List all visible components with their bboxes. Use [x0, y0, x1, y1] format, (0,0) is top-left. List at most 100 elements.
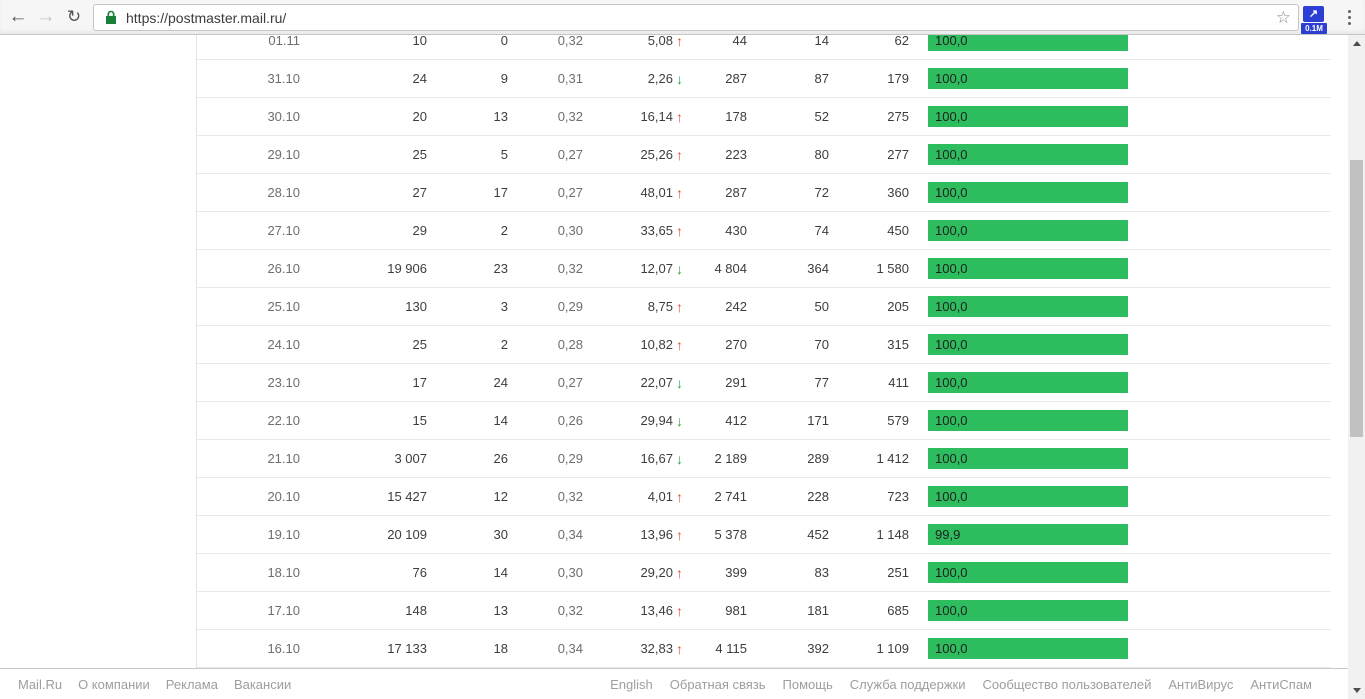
percent-bar: 100,0: [928, 562, 1128, 583]
table-row: 26.10 19 906 23 0,32 12,07 ↓ 4 804 364 1…: [197, 250, 1331, 288]
footer-link[interactable]: Реклама: [165, 676, 218, 692]
trend-arrow-icon: ↓: [676, 412, 683, 429]
vertical-scrollbar[interactable]: [1348, 35, 1365, 699]
value-cell: 14: [493, 565, 508, 580]
value-cell: 315: [887, 337, 909, 352]
value-cell: 2: [500, 223, 508, 238]
percent-label: 100,0: [935, 299, 968, 314]
value-cell: 4 804: [714, 261, 747, 276]
back-icon: ←: [8, 6, 28, 27]
footer-link[interactable]: Вакансии: [233, 676, 292, 692]
percent-bar: 100,0: [928, 144, 1128, 165]
delta-cell: 12,07 ↓: [583, 261, 683, 276]
percent-bar-cell: 100,0: [909, 106, 1147, 127]
delta-cell: 16,14 ↑: [583, 109, 683, 124]
footer-link[interactable]: АнтиВирус: [1168, 676, 1234, 692]
table-row: 18.10 76 14 0,30 29,20 ↑ 399 83 251 100,…: [197, 554, 1331, 592]
value-cell: 287: [725, 185, 747, 200]
menu-dot: [1347, 9, 1351, 13]
ratio-cell: 0,31: [557, 71, 583, 86]
delta-value: 29,94: [640, 413, 673, 428]
browser-toolbar: ← → ↻ https://postmaster.mail.ru/ ☆ ↗ 0.…: [0, 0, 1365, 35]
table-row: 23.10 17 24 0,27 22,07 ↓ 291 77 411 100,…: [197, 364, 1331, 402]
value-cell: 251: [887, 565, 909, 580]
ratio-cell: 0,27: [557, 375, 583, 390]
delta-value: 4,01: [647, 489, 673, 504]
date-cell: 21.10: [267, 451, 300, 466]
scroll-down-button[interactable]: [1348, 682, 1365, 699]
ratio-cell: 0,34: [557, 641, 583, 656]
ratio-cell: 0,26: [557, 413, 583, 428]
value-cell: 44: [732, 35, 747, 48]
value-cell: 148: [405, 603, 427, 618]
value-cell: 13: [493, 603, 508, 618]
browser-menu-button[interactable]: [1337, 0, 1361, 34]
value-cell: 52: [814, 109, 829, 124]
delta-value: 13,96: [640, 527, 673, 542]
extension-icon[interactable]: ↗: [1303, 6, 1324, 22]
value-cell: 275: [887, 109, 909, 124]
forward-button[interactable]: →: [32, 0, 60, 34]
ratio-cell: 0,29: [557, 299, 583, 314]
footer-link[interactable]: О компании: [78, 676, 150, 692]
value-cell: 223: [725, 147, 747, 162]
footer-link[interactable]: Служба поддержки: [849, 676, 966, 692]
value-cell: 70: [814, 337, 829, 352]
value-cell: 83: [814, 565, 829, 580]
ratio-cell: 0,29: [557, 451, 583, 466]
table-row: 27.10 29 2 0,30 33,65 ↑ 430 74 450 100,0: [197, 212, 1331, 250]
footer-link[interactable]: АнтиСпам: [1250, 676, 1312, 692]
value-cell: 178: [725, 109, 747, 124]
table-left-border: [196, 35, 197, 668]
value-cell: 17: [493, 185, 508, 200]
trend-arrow-icon: ↓: [676, 260, 683, 277]
percent-bar-cell: 100,0: [909, 68, 1147, 89]
value-cell: 412: [725, 413, 747, 428]
value-cell: 0: [500, 35, 508, 48]
percent-bar: 100,0: [928, 638, 1128, 659]
percent-bar: 100,0: [928, 106, 1128, 127]
url-bar[interactable]: https://postmaster.mail.ru/ ☆: [93, 4, 1299, 31]
value-cell: 430: [725, 223, 747, 238]
delta-value: 13,46: [640, 603, 673, 618]
footer-link[interactable]: Mail.Ru: [18, 676, 63, 692]
value-cell: 20: [412, 109, 427, 124]
value-cell: 18: [493, 641, 508, 656]
percent-label: 100,0: [935, 35, 968, 48]
value-cell: 15: [412, 413, 427, 428]
delta-value: 2,26: [647, 71, 673, 86]
percent-bar-cell: 100,0: [909, 372, 1147, 393]
percent-bar: 100,0: [928, 296, 1128, 317]
ratio-cell: 0,32: [557, 109, 583, 124]
ratio-cell: 0,28: [557, 337, 583, 352]
footer-link[interactable]: English: [610, 676, 653, 692]
trend-arrow-icon: ↑: [676, 640, 683, 657]
percent-bar: 100,0: [928, 334, 1128, 355]
trend-arrow-icon: ↓: [676, 374, 683, 391]
footer-link[interactable]: Сообщество пользователей: [982, 676, 1152, 692]
percent-bar-cell: 100,0: [909, 600, 1147, 621]
scroll-down-icon: [1352, 688, 1361, 693]
delta-cell: 16,67 ↓: [583, 451, 683, 466]
percent-bar: 100,0: [928, 372, 1128, 393]
value-cell: 12: [493, 489, 508, 504]
value-cell: 2 741: [714, 489, 747, 504]
percent-bar-cell: 100,0: [909, 144, 1147, 165]
delta-value: 22,07: [640, 375, 673, 390]
scroll-up-button[interactable]: [1348, 35, 1365, 52]
percent-label: 100,0: [935, 565, 968, 580]
trend-arrow-icon: ↓: [676, 450, 683, 467]
percent-label: 100,0: [935, 109, 968, 124]
back-button[interactable]: ←: [4, 0, 32, 34]
value-cell: 13: [493, 109, 508, 124]
footer-link[interactable]: Обратная связь: [669, 676, 766, 692]
delta-value: 33,65: [640, 223, 673, 238]
ratio-cell: 0,32: [557, 261, 583, 276]
bookmark-star-icon[interactable]: ☆: [1275, 8, 1291, 27]
date-cell: 30.10: [267, 109, 300, 124]
footer-link[interactable]: Помощь: [782, 676, 833, 692]
percent-bar-cell: 100,0: [909, 35, 1147, 51]
reload-button[interactable]: ↻: [60, 0, 88, 34]
value-cell: 1 412: [876, 451, 909, 466]
scrollbar-thumb[interactable]: [1350, 160, 1363, 437]
